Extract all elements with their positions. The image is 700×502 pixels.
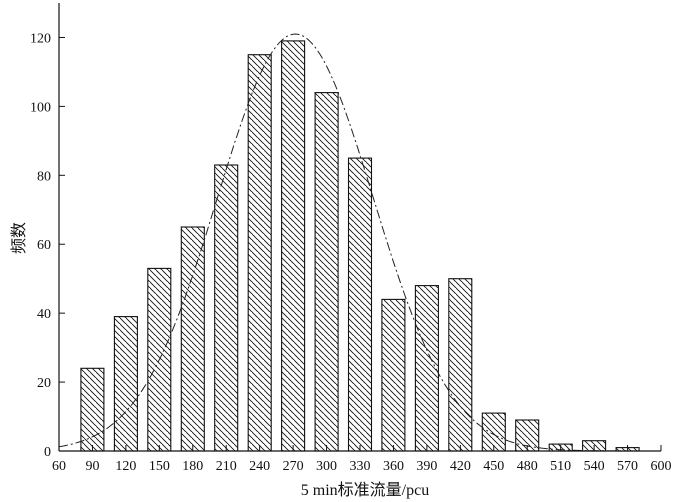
x-tick-label: 240 — [249, 459, 270, 474]
x-tick-label: 150 — [149, 459, 170, 474]
y-tick-label: 80 — [37, 169, 51, 184]
x-tick-label: 540 — [584, 459, 605, 474]
x-tick-label: 60 — [52, 459, 66, 474]
bar-240 — [247, 54, 272, 452]
x-axis-title: 5 min标准流量/pcu — [301, 481, 429, 499]
x-tick-label: 180 — [182, 459, 203, 474]
bar-300 — [314, 92, 339, 452]
y-tick-label: 100 — [30, 100, 51, 115]
x-tick-label: 600 — [651, 459, 672, 474]
bar-420 — [448, 278, 473, 452]
x-ticks-group: 60 90 120 150 180 210 240 270 300 330 360 390 420 450… — [52, 445, 672, 474]
y-tick-label: 40 — [37, 307, 51, 322]
x-tick-label: 510 — [550, 459, 571, 474]
bar-210 — [214, 164, 239, 452]
x-tick-label: 360 — [383, 459, 404, 474]
x-tick-label: 90 — [85, 459, 99, 474]
bar-270 — [281, 40, 306, 452]
y-tick-label: 20 — [37, 376, 51, 391]
x-tick-label: 120 — [115, 459, 136, 474]
bar-120 — [113, 316, 138, 452]
y-ticks-group: 0 20 40 60 80 100 120 — [30, 31, 65, 460]
bar-180 — [180, 226, 205, 452]
bar-330 — [347, 157, 373, 452]
y-tick-label: 120 — [30, 31, 51, 46]
x-tick-label: 210 — [216, 459, 237, 474]
y-tick-label: 0 — [44, 445, 51, 460]
x-tick-label: 270 — [283, 459, 304, 474]
x-tick-label: 480 — [517, 459, 538, 474]
bar-360 — [381, 298, 406, 452]
x-tick-label: 330 — [350, 459, 371, 474]
bar-90 — [80, 367, 105, 452]
bars-group — [80, 40, 640, 452]
x-tick-label: 420 — [450, 459, 471, 474]
x-tick-label: 390 — [416, 459, 437, 474]
y-axis-title: 频数 — [9, 222, 28, 254]
x-tick-label: 300 — [316, 459, 337, 474]
x-tick-label: 450 — [483, 459, 504, 474]
bar-390 — [414, 285, 439, 452]
y-tick-label: 60 — [37, 238, 51, 253]
x-tick-label: 570 — [617, 459, 638, 474]
normal-fit-curve — [58, 33, 632, 452]
